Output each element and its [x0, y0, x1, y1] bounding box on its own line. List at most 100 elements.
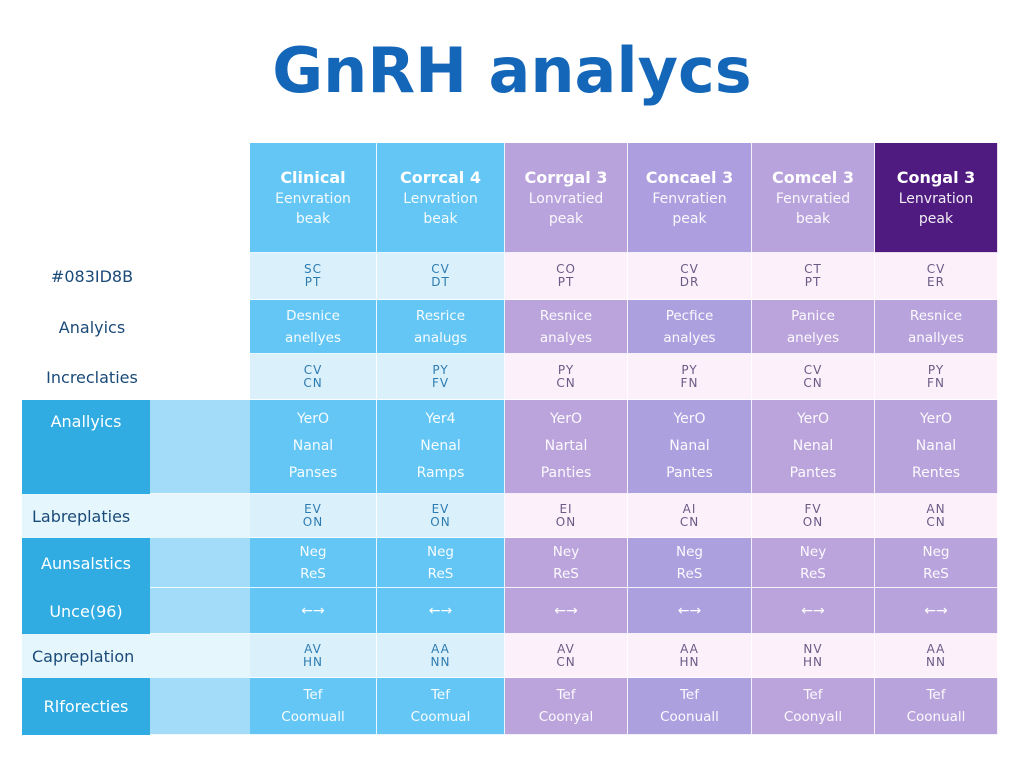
- table-cell[interactable]: YerO Nanal Panses: [250, 400, 377, 494]
- table-cell[interactable]: Neg ReS: [875, 538, 998, 588]
- cell-value: Neg: [676, 543, 703, 560]
- double-arrow-icon: ←→: [801, 602, 825, 619]
- table-cell[interactable]: ←→: [250, 588, 377, 634]
- table-cell[interactable]: YerO Nartal Panties: [505, 400, 628, 494]
- table-cell[interactable]: NV HN: [752, 634, 875, 678]
- cell-value: SC: [304, 262, 322, 276]
- column-header-subtitle: Eenvration: [275, 190, 351, 207]
- table-cell[interactable]: Neg ReS: [377, 538, 505, 588]
- table-cell[interactable]: Neg ReS: [628, 538, 752, 588]
- table-cell[interactable]: CT PT: [752, 253, 875, 300]
- table-cell[interactable]: CV CN: [752, 354, 875, 400]
- row-label-text: Labreplaties: [32, 506, 131, 526]
- cell-value: Nartal: [544, 438, 588, 454]
- column-header-title: Congal 3: [896, 167, 976, 187]
- row-label-spacer: [150, 400, 250, 494]
- table-cell[interactable]: YerO Nanal Rentes: [875, 400, 998, 494]
- cell-value: Yer4: [425, 411, 456, 427]
- table-cell[interactable]: ←→: [752, 588, 875, 634]
- table-cell[interactable]: YerO Nenal Pantes: [752, 400, 875, 494]
- table-cell[interactable]: Panice anelyes: [752, 300, 875, 354]
- cell-value: CN: [803, 375, 823, 390]
- table-cell[interactable]: YerO Nanal Pantes: [628, 400, 752, 494]
- cell-value: Tef: [926, 687, 946, 703]
- cell-value: Coonuall: [906, 709, 966, 725]
- table-cell[interactable]: SC PT: [250, 253, 377, 300]
- table-cell[interactable]: AA NN: [875, 634, 998, 678]
- table-cell[interactable]: AI CN: [628, 494, 752, 538]
- cell-value: Resrice: [415, 307, 466, 324]
- column-header-subtitle: peak: [918, 210, 954, 227]
- table-cell[interactable]: Tef Coonuall: [875, 678, 998, 735]
- table-cell[interactable]: EV ON: [377, 494, 505, 538]
- column-header[interactable]: Congal 3 Lenvration peak: [875, 143, 998, 253]
- table-cell[interactable]: AV HN: [250, 634, 377, 678]
- column-header[interactable]: Concael 3 Fenvratien peak: [628, 143, 752, 253]
- column-header-subtitle: peak: [548, 210, 584, 227]
- table-cell[interactable]: Pecfice analyes: [628, 300, 752, 354]
- cell-value: Nanal: [669, 438, 710, 454]
- column-header[interactable]: Comcel 3 Fenvratied beak: [752, 143, 875, 253]
- cell-value: ReS: [553, 565, 579, 582]
- row-label-text: #083ID8B: [50, 267, 134, 286]
- table-cell[interactable]: CV DR: [628, 253, 752, 300]
- table-cell[interactable]: Resrice analugs: [377, 300, 505, 354]
- cell-value: Coonyall: [783, 709, 843, 725]
- table-cell[interactable]: CV CN: [250, 354, 377, 400]
- table-cell[interactable]: ←→: [628, 588, 752, 634]
- column-header[interactable]: Corrcal 4 Lenvration beak: [377, 143, 505, 253]
- table-cell[interactable]: Tef Coomual: [377, 678, 505, 735]
- column-header[interactable]: Clinical Eenvration beak: [250, 143, 377, 253]
- row-label: Unce(96): [22, 588, 150, 634]
- column-header[interactable]: Corrgal 3 Lonvratied peak: [505, 143, 628, 253]
- cell-value: NN: [430, 654, 451, 669]
- cell-value: PT: [304, 275, 322, 289]
- table-cell[interactable]: PY FN: [628, 354, 752, 400]
- table-cell[interactable]: Tef Coomuall: [250, 678, 377, 735]
- table-cell[interactable]: CV DT: [377, 253, 505, 300]
- cell-value: CT: [804, 262, 822, 276]
- table-cell[interactable]: Ney ReS: [752, 538, 875, 588]
- table-cell[interactable]: Ney ReS: [505, 538, 628, 588]
- cell-value: anallyes: [908, 329, 964, 346]
- cell-value: Resnice: [909, 307, 963, 324]
- cell-value: anellyes: [285, 329, 341, 346]
- table-cell[interactable]: Tef Coonuall: [628, 678, 752, 735]
- table-cell[interactable]: AN CN: [875, 494, 998, 538]
- column-header-title: Comcel 3: [772, 167, 854, 187]
- table-cell[interactable]: ←→: [875, 588, 998, 634]
- table-cell[interactable]: EV ON: [250, 494, 377, 538]
- table-cell[interactable]: CO PT: [505, 253, 628, 300]
- table-cell[interactable]: ←→: [377, 588, 505, 634]
- table-cell[interactable]: AA HN: [628, 634, 752, 678]
- table-cell[interactable]: CV ER: [875, 253, 998, 300]
- table-cell[interactable]: PY CN: [505, 354, 628, 400]
- cell-value: CN: [679, 514, 700, 529]
- table-cell[interactable]: FV ON: [752, 494, 875, 538]
- cell-value: ON: [430, 514, 451, 529]
- table-cell[interactable]: Desnice anellyes: [250, 300, 377, 354]
- table-cell[interactable]: Yer4 Nenal Ramps: [377, 400, 505, 494]
- table-cell[interactable]: Neg ReS: [250, 538, 377, 588]
- cell-value: AA: [926, 641, 946, 656]
- table-cell[interactable]: ←→: [505, 588, 628, 634]
- cell-value: Pecfice: [665, 307, 714, 324]
- table-cell[interactable]: Resnice analyes: [505, 300, 628, 354]
- cell-value: ReS: [427, 565, 454, 582]
- cell-value: ON: [555, 514, 577, 529]
- table-cell[interactable]: EI ON: [505, 494, 628, 538]
- column-header-subtitle: Fenvratied: [775, 190, 851, 207]
- table-cell[interactable]: AA NN: [377, 634, 505, 678]
- table-cell[interactable]: Tef Coonyall: [752, 678, 875, 735]
- cell-value: Resnice: [539, 307, 593, 324]
- cell-value: Desnice: [286, 307, 340, 324]
- column-header-subtitle: Lenvration: [403, 190, 478, 207]
- table-cell[interactable]: Resnice anallyes: [875, 300, 998, 354]
- table-cell[interactable]: PY FN: [875, 354, 998, 400]
- cell-value: Ney: [552, 543, 580, 560]
- column-header-subtitle: peak: [672, 210, 707, 227]
- table-cell[interactable]: AV CN: [505, 634, 628, 678]
- table-cell[interactable]: Tef Coonyal: [505, 678, 628, 735]
- table-cell[interactable]: PY FV: [377, 354, 505, 400]
- double-arrow-icon: ←→: [301, 602, 325, 619]
